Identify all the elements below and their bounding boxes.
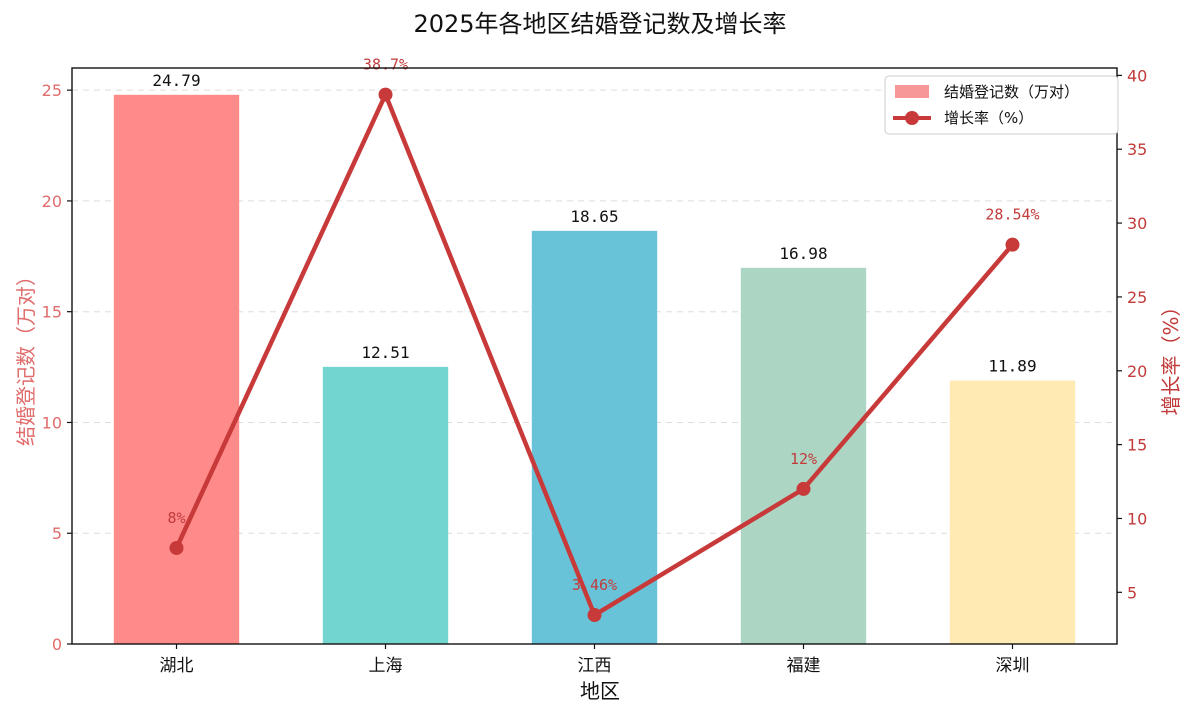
y2-axis-label: 增长率（%） <box>1159 296 1183 415</box>
x-tick-label: 湖北 <box>160 656 194 676</box>
legend-box <box>884 75 1119 135</box>
right-tick-label: 25 <box>1127 288 1147 307</box>
left-axis-ticks: 0 5 10 15 20 25 <box>42 81 72 654</box>
x-axis-label: 地区 <box>580 679 620 703</box>
growth-value-label: 3.46% <box>572 576 617 594</box>
right-tick-label: 15 <box>1127 436 1147 455</box>
bar-江西 <box>531 230 658 645</box>
right-tick-label: 5 <box>1127 583 1137 602</box>
left-tick-label: 10 <box>42 413 62 432</box>
left-tick-label: 15 <box>42 303 62 322</box>
bar-value-label: 16.98 <box>779 244 827 263</box>
left-tick-label: 5 <box>52 524 62 543</box>
x-axis-ticks: 湖北 上海 江西 福建 深圳 <box>160 644 1030 676</box>
y-axis-label: 结婚登记数（万对） <box>14 266 38 446</box>
right-tick-label: 30 <box>1127 214 1147 233</box>
growth-point-深圳 <box>1005 237 1020 252</box>
legend-line-label: 增长率（%） <box>944 109 1033 127</box>
growth-point-江西 <box>587 608 602 623</box>
legend-bar-swatch <box>895 85 929 98</box>
legend: 结婚登记数（万对） 增长率（%） <box>884 75 1119 135</box>
line-series-group <box>169 87 1020 623</box>
x-tick-label: 江西 <box>578 656 612 676</box>
left-tick-label: 20 <box>42 192 62 211</box>
chart-title: 2025年各地区结婚登记数及增长率 <box>413 10 786 38</box>
bar-labels-group: 24.79 12.51 18.65 16.98 11.89 <box>152 71 1036 376</box>
bar-上海 <box>322 366 449 644</box>
bar-value-label: 18.65 <box>570 207 618 226</box>
growth-point-上海 <box>378 87 393 102</box>
right-tick-label: 10 <box>1127 509 1147 528</box>
growth-point-湖北 <box>169 541 184 555</box>
right-tick-label: 40 <box>1127 66 1147 85</box>
right-axis-ticks: 5 10 15 20 25 30 35 40 <box>1117 66 1147 602</box>
bar-value-label: 24.79 <box>152 71 200 90</box>
right-tick-label: 35 <box>1127 140 1147 159</box>
bar-湖北 <box>113 94 240 644</box>
x-tick-label: 上海 <box>369 656 403 676</box>
left-tick-label: 25 <box>42 81 62 100</box>
growth-point-福建 <box>796 481 811 496</box>
x-tick-label: 福建 <box>787 656 821 676</box>
legend-line-marker <box>905 111 919 125</box>
growth-value-label: 12% <box>790 450 817 468</box>
growth-value-label: 28.54% <box>985 206 1039 224</box>
x-tick-label: 深圳 <box>996 656 1030 676</box>
growth-value-label: 38.7% <box>363 56 408 74</box>
bar-深圳 <box>949 380 1076 644</box>
growth-value-label: 8% <box>167 509 185 527</box>
bar-value-label: 12.51 <box>361 343 409 362</box>
right-tick-label: 20 <box>1127 362 1147 381</box>
bar-福建 <box>740 267 867 644</box>
legend-bar-label: 结婚登记数（万对） <box>944 83 1079 101</box>
bar-value-label: 11.89 <box>988 357 1036 376</box>
point-labels-group: 8% 38.7% 3.46% 12% 28.54% <box>167 56 1039 594</box>
left-tick-label: 0 <box>52 635 62 654</box>
